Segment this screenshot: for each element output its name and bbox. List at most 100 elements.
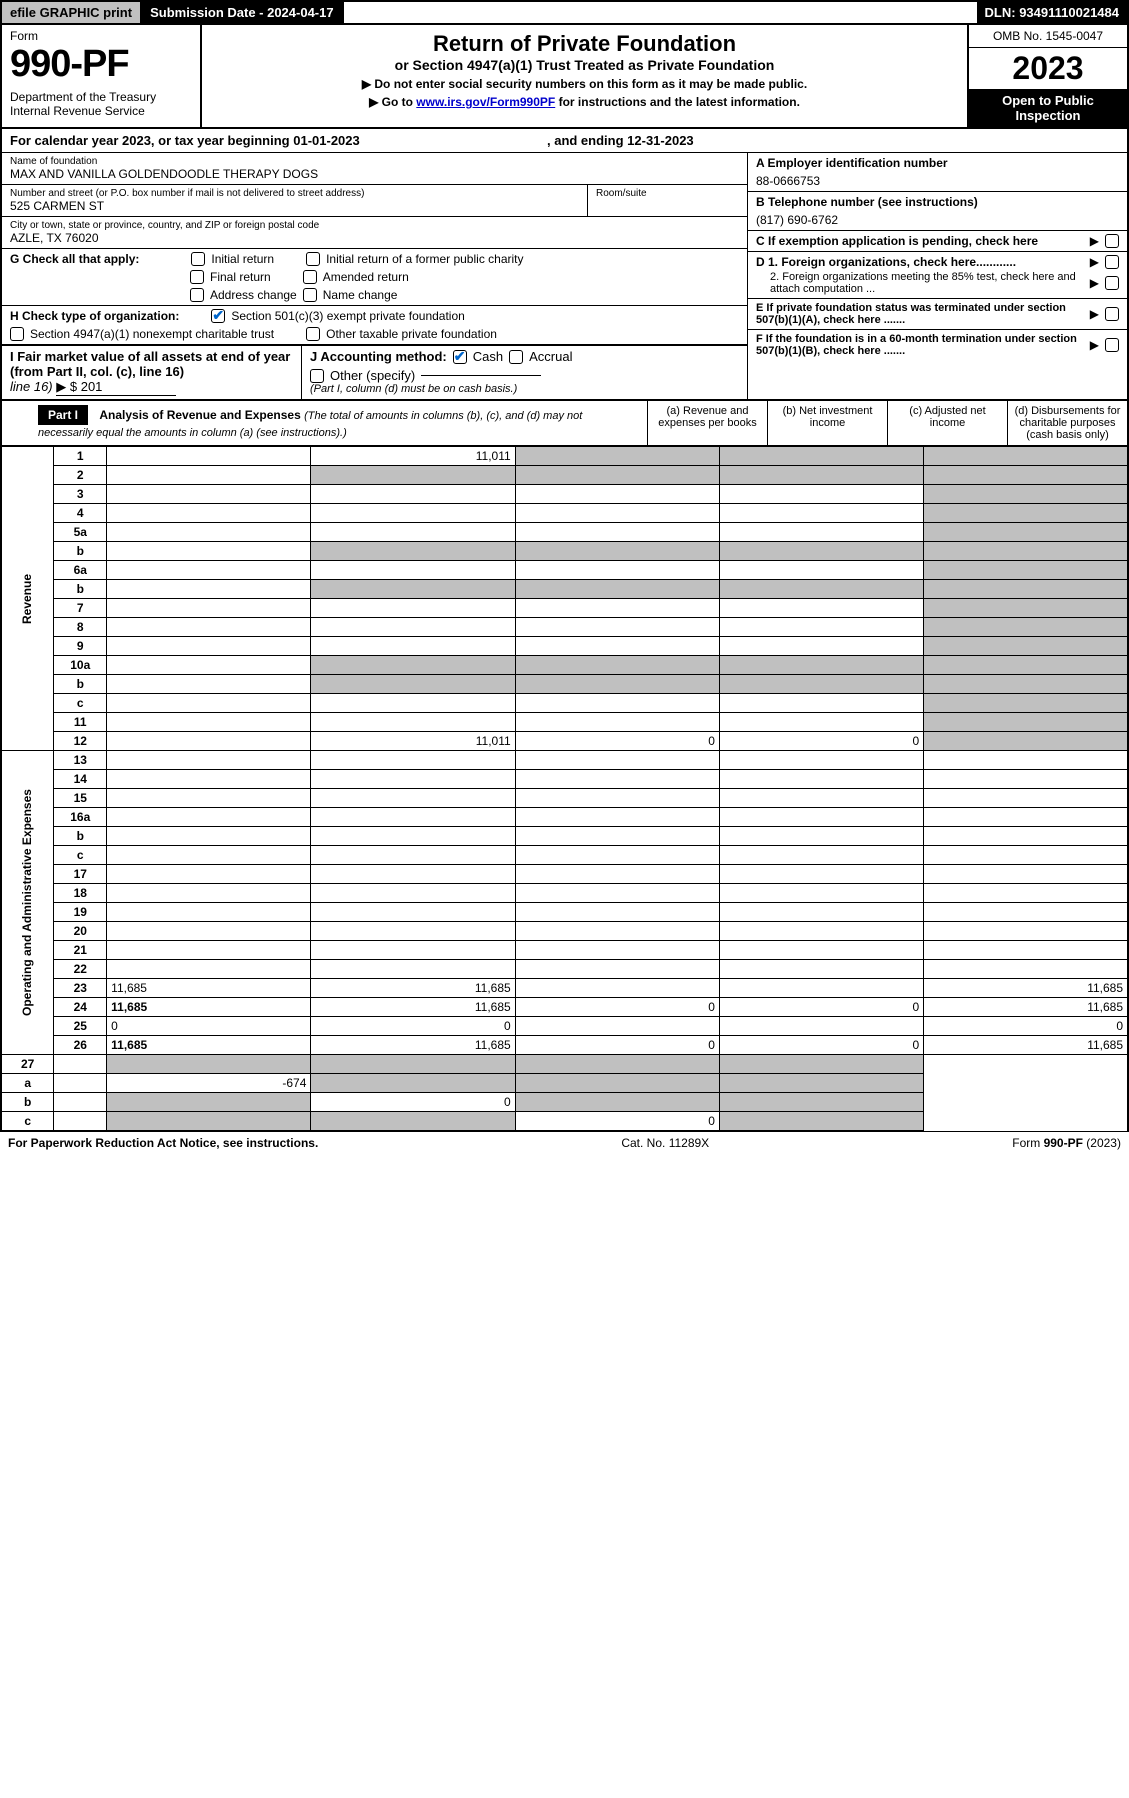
line-number: b — [54, 827, 107, 846]
501c3-checkbox[interactable] — [211, 309, 225, 323]
cell-b — [515, 979, 719, 998]
cell-a — [107, 1112, 311, 1131]
topbar: efile GRAPHIC print Submission Date - 20… — [0, 0, 1129, 25]
cell-c — [719, 960, 923, 979]
cell-a: 11,685 — [311, 1036, 515, 1055]
cell-a — [311, 580, 515, 599]
cell-d — [924, 523, 1128, 542]
line-number: b — [54, 675, 107, 694]
line-description — [107, 485, 311, 504]
cell-b — [515, 827, 719, 846]
f-label: F If the foundation is in a 60-month ter… — [756, 333, 1084, 357]
line-number: 8 — [54, 618, 107, 637]
cell-d — [924, 637, 1128, 656]
calendar-year-row: For calendar year 2023, or tax year begi… — [0, 129, 1129, 153]
line-description — [107, 504, 311, 523]
cell-d — [924, 580, 1128, 599]
accounting-method-label: J Accounting method: — [310, 349, 447, 364]
other-method-checkbox[interactable] — [310, 369, 324, 383]
cell-c — [719, 846, 923, 865]
col-d-header: (d) Disbursements for charitable purpose… — [1007, 401, 1127, 445]
ein-label: A Employer identification number — [756, 156, 1119, 170]
line-number: 24 — [54, 998, 107, 1017]
line-description — [107, 808, 311, 827]
paperwork-notice: For Paperwork Reduction Act Notice, see … — [8, 1136, 318, 1150]
d1-checkbox[interactable] — [1105, 255, 1119, 269]
line-number: b — [1, 1093, 54, 1112]
cell-c — [719, 618, 923, 637]
form-subtitle: or Section 4947(a)(1) Trust Treated as P… — [208, 57, 961, 73]
cell-a — [311, 865, 515, 884]
cell-a — [311, 941, 515, 960]
cash-basis-note: (Part I, column (d) must be on cash basi… — [310, 383, 739, 395]
cell-d — [924, 865, 1128, 884]
cell-d — [924, 656, 1128, 675]
cell-a — [311, 561, 515, 580]
c-checkbox[interactable] — [1105, 234, 1119, 248]
cell-a: 11,685 — [311, 998, 515, 1017]
4947a1-checkbox[interactable] — [10, 327, 24, 341]
cell-d — [719, 1074, 923, 1093]
tax-year: 2023 — [969, 48, 1127, 89]
cell-b — [515, 884, 719, 903]
accrual-checkbox[interactable] — [509, 350, 523, 364]
line-description — [54, 1074, 107, 1093]
final-return-checkbox[interactable] — [190, 270, 204, 284]
address-change-checkbox[interactable] — [190, 288, 204, 302]
cell-d — [924, 447, 1128, 466]
cell-c — [719, 922, 923, 941]
efile-print-button[interactable]: efile GRAPHIC print — [2, 2, 142, 23]
cell-d — [924, 751, 1128, 770]
line-description — [107, 656, 311, 675]
instructions-note: ▶ Go to www.irs.gov/Form990PF for instru… — [208, 95, 961, 109]
col-a-header: (a) Revenue and expenses per books — [647, 401, 767, 445]
cell-c — [719, 789, 923, 808]
cell-d — [719, 1112, 923, 1131]
side-label: Operating and Administrative Expenses — [1, 751, 54, 1055]
cell-a: 0 — [311, 1017, 515, 1036]
cell-c: 0 — [719, 1036, 923, 1055]
name-change-checkbox[interactable] — [303, 288, 317, 302]
cell-d — [924, 960, 1128, 979]
cell-a — [311, 542, 515, 561]
cell-d — [719, 1093, 923, 1112]
other-taxable-checkbox[interactable] — [306, 327, 320, 341]
fmv-value: ▶ $ 201 — [56, 379, 176, 396]
line-description: 11,685 — [107, 998, 311, 1017]
d2-checkbox[interactable] — [1105, 276, 1119, 290]
cell-c — [719, 599, 923, 618]
initial-public-checkbox[interactable] — [306, 252, 320, 266]
line-description — [107, 618, 311, 637]
instructions-link[interactable]: www.irs.gov/Form990PF — [416, 95, 555, 109]
line-number: 25 — [54, 1017, 107, 1036]
cell-d: 11,685 — [924, 979, 1128, 998]
cash-checkbox[interactable] — [453, 350, 467, 364]
cell-d — [924, 694, 1128, 713]
line-description — [54, 1112, 107, 1131]
cell-b — [515, 846, 719, 865]
line-number: 22 — [54, 960, 107, 979]
cell-d — [924, 542, 1128, 561]
e-checkbox[interactable] — [1105, 307, 1119, 321]
cell-d — [924, 808, 1128, 827]
cell-c — [719, 1017, 923, 1036]
initial-return-checkbox[interactable] — [191, 252, 205, 266]
address-label: Number and street (or P.O. box number if… — [10, 188, 579, 199]
cell-d — [924, 618, 1128, 637]
part1-header-row: Part I Analysis of Revenue and Expenses … — [0, 400, 1129, 446]
line-description — [107, 884, 311, 903]
cell-a — [311, 599, 515, 618]
cell-b: 0 — [311, 1093, 515, 1112]
cell-b: 0 — [515, 1036, 719, 1055]
cell-c — [719, 504, 923, 523]
cell-b — [515, 466, 719, 485]
cell-a — [311, 960, 515, 979]
cell-c — [719, 903, 923, 922]
line-description — [107, 960, 311, 979]
amended-return-checkbox[interactable] — [303, 270, 317, 284]
cell-a — [311, 789, 515, 808]
e-label: E If private foundation status was termi… — [756, 302, 1084, 326]
cell-b — [515, 903, 719, 922]
cell-d — [924, 466, 1128, 485]
f-checkbox[interactable] — [1105, 338, 1119, 352]
